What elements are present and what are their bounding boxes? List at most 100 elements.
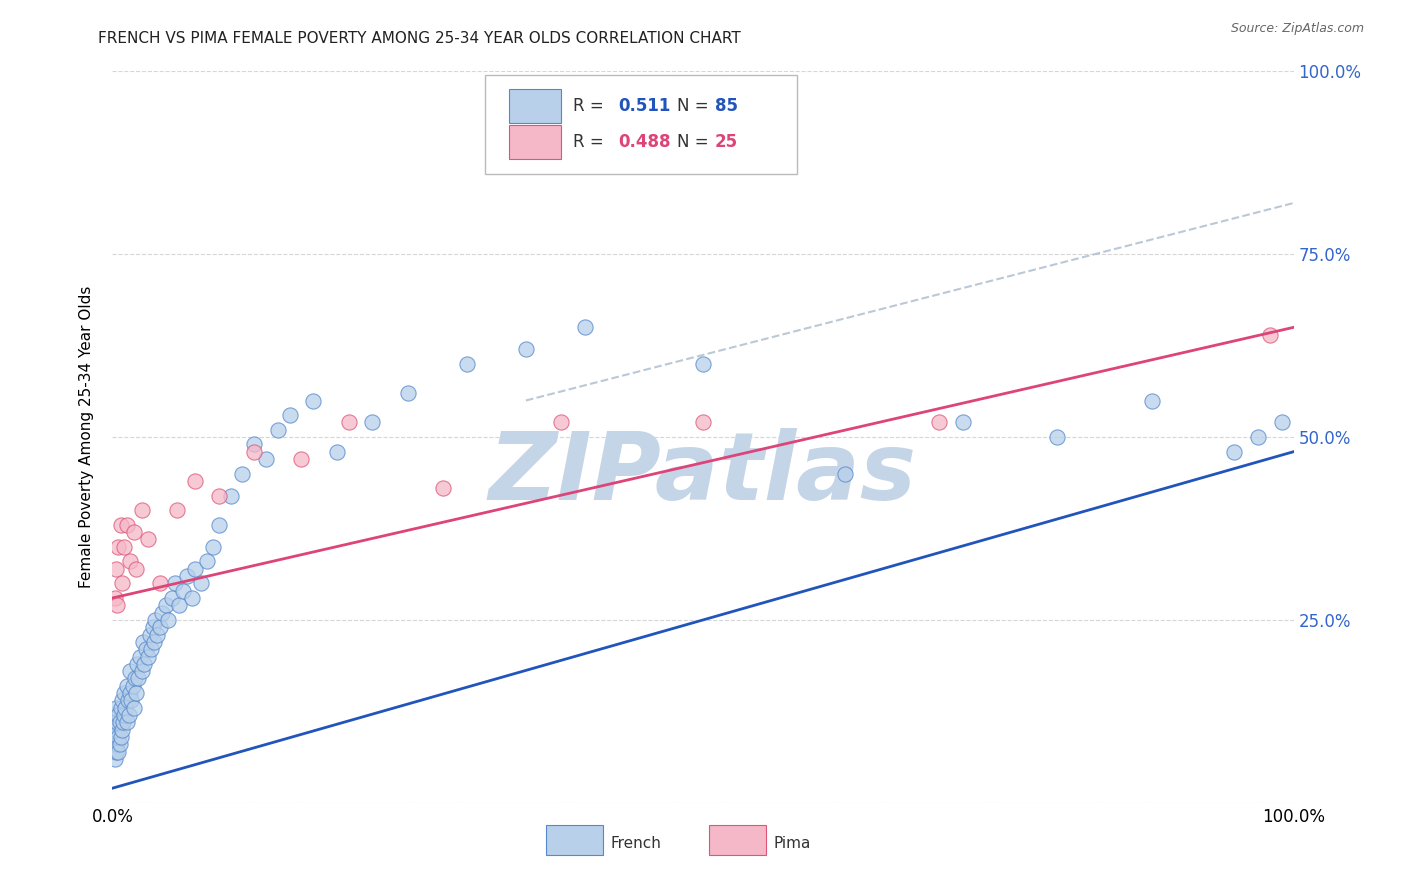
Point bbox=[110, 730, 132, 744]
Point bbox=[167, 599, 190, 613]
Text: FRENCH VS PIMA FEMALE POVERTY AMONG 25-34 YEAR OLDS CORRELATION CHART: FRENCH VS PIMA FEMALE POVERTY AMONG 25-3… bbox=[98, 31, 741, 46]
Point bbox=[112, 708, 135, 723]
Point bbox=[184, 562, 207, 576]
Text: 0.511: 0.511 bbox=[619, 96, 671, 115]
Point bbox=[231, 467, 253, 481]
Point bbox=[134, 657, 156, 671]
Point bbox=[165, 576, 187, 591]
Point bbox=[243, 444, 266, 458]
Point bbox=[150, 606, 173, 620]
Point bbox=[208, 517, 231, 532]
Point bbox=[128, 649, 150, 664]
Point bbox=[396, 386, 419, 401]
Text: 85: 85 bbox=[714, 96, 738, 115]
Point bbox=[120, 686, 142, 700]
Point bbox=[136, 649, 159, 664]
Point bbox=[1247, 430, 1270, 444]
Point bbox=[103, 737, 125, 751]
Point bbox=[190, 576, 212, 591]
Point bbox=[105, 562, 128, 576]
Point bbox=[120, 664, 142, 678]
Point bbox=[143, 613, 166, 627]
Point bbox=[139, 627, 162, 641]
Point bbox=[118, 708, 141, 723]
Point bbox=[120, 554, 142, 568]
Point bbox=[243, 437, 266, 451]
Point bbox=[127, 657, 149, 671]
Point bbox=[1258, 327, 1281, 342]
Point bbox=[125, 562, 148, 576]
Point bbox=[103, 708, 125, 723]
Point bbox=[107, 708, 129, 723]
Point bbox=[110, 517, 132, 532]
FancyBboxPatch shape bbox=[546, 825, 603, 855]
Point bbox=[115, 679, 138, 693]
Point bbox=[326, 444, 349, 458]
Point bbox=[122, 525, 145, 540]
Point bbox=[201, 540, 224, 554]
Point bbox=[114, 700, 136, 714]
Point bbox=[361, 416, 384, 430]
Point bbox=[111, 723, 134, 737]
Point bbox=[104, 715, 127, 730]
Point bbox=[105, 737, 128, 751]
Text: 0.488: 0.488 bbox=[619, 133, 671, 152]
Point bbox=[112, 686, 135, 700]
Point bbox=[160, 591, 183, 605]
Point bbox=[142, 620, 165, 634]
Point bbox=[928, 416, 950, 430]
Point bbox=[156, 613, 179, 627]
Text: ZIPatlas: ZIPatlas bbox=[489, 427, 917, 520]
Point bbox=[104, 730, 127, 744]
Point bbox=[125, 686, 148, 700]
Point bbox=[112, 715, 135, 730]
Point bbox=[692, 416, 714, 430]
Point bbox=[184, 474, 207, 488]
Text: Pima: Pima bbox=[773, 836, 811, 851]
Point bbox=[952, 416, 974, 430]
Point bbox=[105, 723, 128, 737]
Point bbox=[105, 745, 128, 759]
Point bbox=[290, 452, 312, 467]
Point bbox=[166, 503, 188, 517]
Text: 25: 25 bbox=[714, 133, 738, 152]
Point bbox=[131, 664, 153, 678]
Point bbox=[110, 700, 132, 714]
Point bbox=[111, 576, 134, 591]
Text: R =: R = bbox=[574, 96, 609, 115]
Point bbox=[146, 627, 169, 641]
Point bbox=[121, 679, 143, 693]
Point bbox=[107, 540, 129, 554]
Text: N =: N = bbox=[678, 133, 714, 152]
Text: N =: N = bbox=[678, 96, 714, 115]
Point bbox=[111, 693, 134, 707]
Point bbox=[122, 700, 145, 714]
Point bbox=[432, 481, 454, 495]
Point bbox=[692, 357, 714, 371]
Point bbox=[155, 599, 177, 613]
Point bbox=[208, 489, 231, 503]
Point bbox=[219, 489, 242, 503]
Text: French: French bbox=[610, 836, 662, 851]
Point bbox=[117, 693, 139, 707]
Point bbox=[834, 467, 856, 481]
Point bbox=[142, 635, 165, 649]
Point bbox=[574, 320, 596, 334]
Point bbox=[112, 540, 135, 554]
Point bbox=[108, 737, 131, 751]
Point bbox=[104, 752, 127, 766]
Point bbox=[132, 635, 155, 649]
Point bbox=[149, 620, 172, 634]
Point bbox=[550, 416, 572, 430]
Point bbox=[1046, 430, 1069, 444]
Point bbox=[141, 642, 163, 657]
Point bbox=[104, 591, 127, 605]
Point bbox=[105, 715, 128, 730]
Point bbox=[337, 416, 360, 430]
Point bbox=[172, 583, 194, 598]
Point bbox=[124, 672, 146, 686]
Point bbox=[127, 672, 149, 686]
Point bbox=[135, 642, 157, 657]
FancyBboxPatch shape bbox=[485, 75, 797, 174]
Y-axis label: Female Poverty Among 25-34 Year Olds: Female Poverty Among 25-34 Year Olds bbox=[79, 286, 94, 588]
